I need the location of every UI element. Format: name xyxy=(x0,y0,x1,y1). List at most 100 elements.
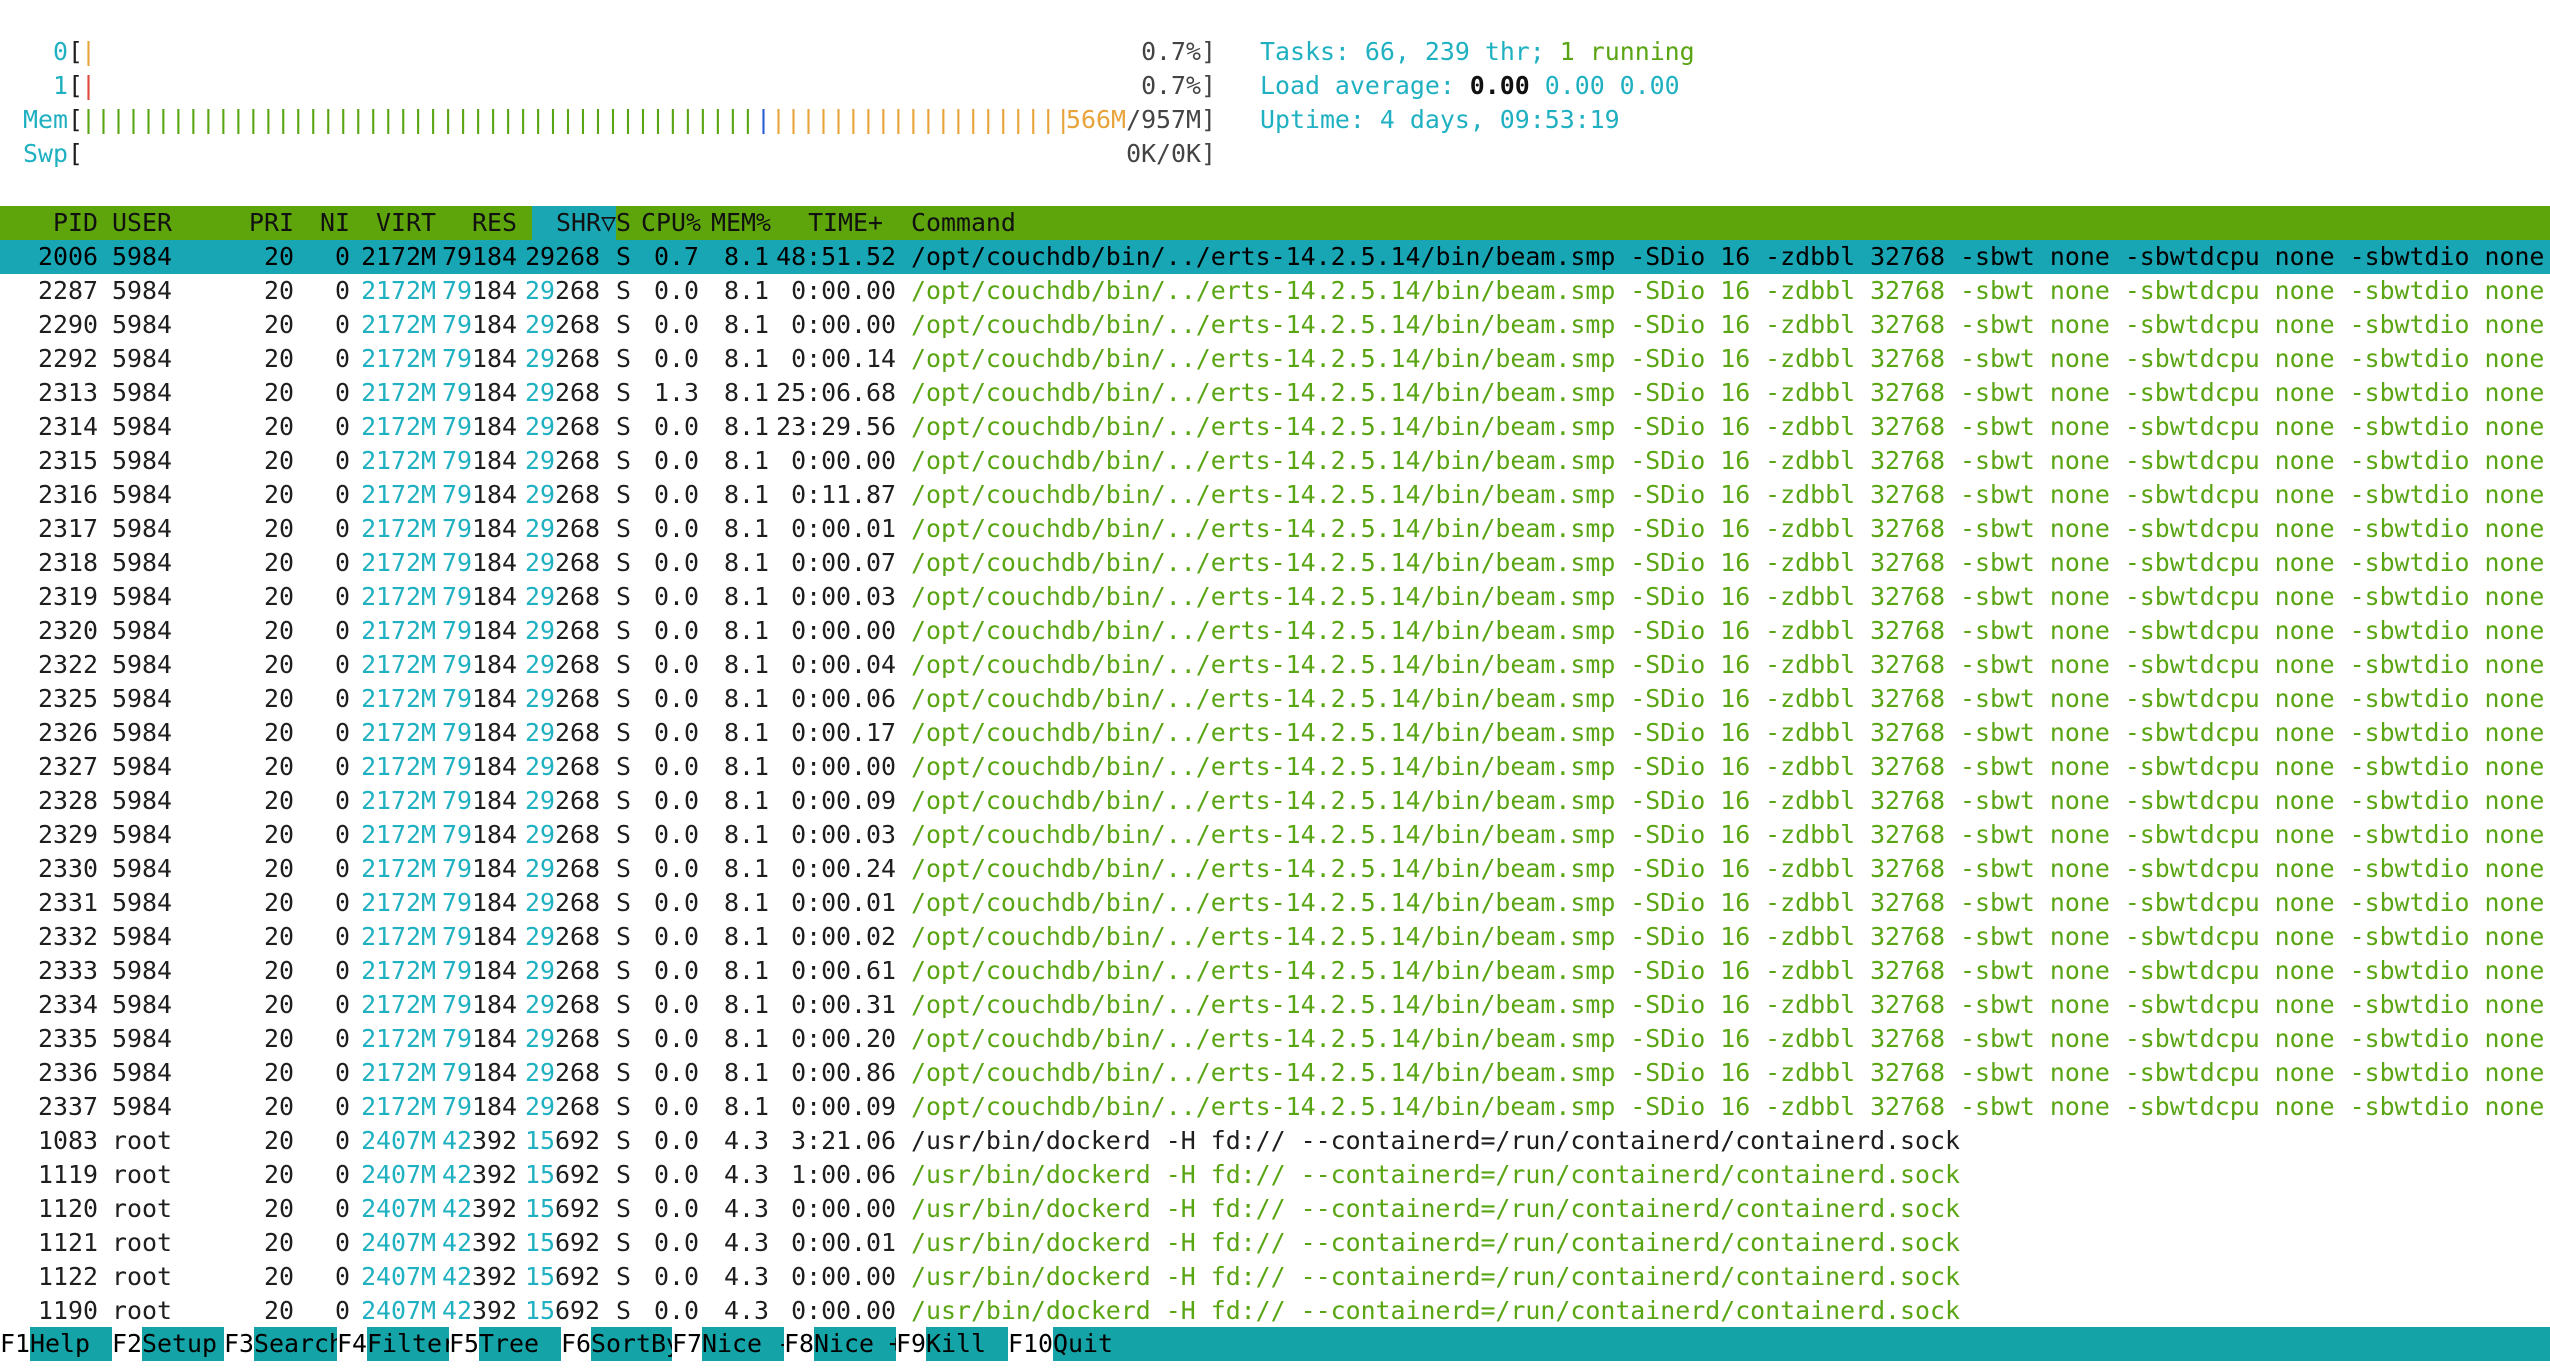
digits-low: 392 xyxy=(472,1262,517,1291)
column-header[interactable]: VIRT xyxy=(376,208,436,237)
function-label[interactable]: Setup xyxy=(142,1329,217,1358)
function-label[interactable]: Nice - xyxy=(702,1329,792,1358)
column-header[interactable]: USER xyxy=(112,208,172,237)
digits-high: 79 xyxy=(442,922,473,951)
process-row: 1119 root 20 0 2407M 42392 15692 S 0.0 4.3 1:00.06… xyxy=(0,1158,2550,1192)
time-cell: 0:00.06 xyxy=(791,684,896,713)
priority-cell: 20 xyxy=(264,1262,294,1291)
digits-high: 79 xyxy=(442,1058,473,1087)
function-label[interactable]: Filter xyxy=(367,1329,457,1358)
time-cell: 0:00.00 xyxy=(791,1194,896,1223)
digits-low: 184 xyxy=(472,786,517,815)
user-cell: 5984 xyxy=(112,446,172,475)
digits-high: 29 xyxy=(525,412,556,441)
time-cell: 0:00.31 xyxy=(791,990,896,1019)
state-cell: S xyxy=(616,514,631,543)
function-key[interactable]: F7 xyxy=(672,1327,702,1361)
digits-low: 692 xyxy=(555,1228,600,1257)
mem-cell: 8.1 xyxy=(724,752,769,781)
nice-cell: 0 xyxy=(335,1194,350,1223)
function-key[interactable]: F4 xyxy=(337,1327,367,1361)
column-header[interactable]: TIME+ xyxy=(808,208,883,237)
function-key[interactable]: F2 xyxy=(112,1327,142,1361)
command-cell: /usr/bin/dockerd -H fd:// --containerd=/… xyxy=(911,1296,1960,1325)
function-label[interactable]: Nice + xyxy=(814,1329,904,1358)
function-label[interactable]: Search xyxy=(254,1329,344,1358)
meter-label: 0 xyxy=(53,37,68,66)
column-header[interactable]: NI xyxy=(320,208,350,237)
digits-low: 268 xyxy=(555,1058,600,1087)
pid-cell: 2317 xyxy=(38,514,98,543)
shr-cell: 29268 xyxy=(525,614,600,648)
shr-cell: 29268 xyxy=(525,478,600,512)
cpu-cell: 0.0 xyxy=(654,888,699,917)
time-cell: 0:00.00 xyxy=(791,752,896,781)
function-key[interactable]: F8 xyxy=(784,1327,814,1361)
digits-low: 268 xyxy=(555,378,600,407)
time-cell: 0:00.14 xyxy=(791,344,896,373)
priority-cell: 20 xyxy=(264,514,294,543)
function-label[interactable]: SortBy xyxy=(591,1329,681,1358)
digits-high: 15 xyxy=(525,1194,556,1223)
function-label[interactable]: Quit xyxy=(1053,1329,1113,1358)
cpu-cell: 0.0 xyxy=(654,1092,699,1121)
pid-cell: 2314 xyxy=(38,412,98,441)
state-cell: S xyxy=(616,276,631,305)
cpu-meter: 0[| 0.7%] xyxy=(0,35,2550,69)
cpu-cell: 1.3 xyxy=(654,378,699,407)
digits-low: 184 xyxy=(472,752,517,781)
function-key[interactable]: F3 xyxy=(224,1327,254,1361)
digits-high: 79 xyxy=(442,854,473,883)
pid-cell: 2329 xyxy=(38,820,98,849)
column-header[interactable]: PRI xyxy=(249,208,294,237)
command-cell: /opt/couchdb/bin/../erts-14.2.5.14/bin/b… xyxy=(911,616,2550,645)
function-key[interactable]: F6 xyxy=(561,1327,591,1361)
priority-cell: 20 xyxy=(264,1092,294,1121)
column-header[interactable]: S xyxy=(616,208,631,237)
command-cell: /usr/bin/dockerd -H fd:// --containerd=/… xyxy=(911,1126,1960,1155)
column-header[interactable]: RES xyxy=(472,208,517,237)
column-header[interactable]: SHR▽ xyxy=(556,208,616,237)
res-cell: 79184 xyxy=(442,682,517,716)
nice-cell: 0 xyxy=(335,1160,350,1189)
function-key[interactable]: F5 xyxy=(449,1327,479,1361)
digits-high: 79 xyxy=(442,956,473,985)
command-cell: /opt/couchdb/bin/../erts-14.2.5.14/bin/b… xyxy=(911,276,2550,305)
column-header[interactable]: PID xyxy=(53,208,98,237)
time-cell: 0:00.09 xyxy=(791,1092,896,1121)
user-cell: 5984 xyxy=(112,922,172,951)
command-cell: /opt/couchdb/bin/../erts-14.2.5.14/bin/b… xyxy=(911,752,2550,781)
digits-high: 29 xyxy=(525,548,556,577)
function-label[interactable]: Kill xyxy=(926,1329,986,1358)
digits-low: 268 xyxy=(555,1024,600,1053)
function-label[interactable]: Tree xyxy=(479,1329,539,1358)
mem-cell: 8.1 xyxy=(724,378,769,407)
function-label[interactable]: Help xyxy=(30,1329,90,1358)
mem-cell: 8.1 xyxy=(724,344,769,373)
state-cell: S xyxy=(616,888,631,917)
mem-cell: 8.1 xyxy=(724,616,769,645)
info-segment: running xyxy=(1574,37,1695,66)
pid-cell: 2292 xyxy=(38,344,98,373)
cpu-cell: 0.0 xyxy=(654,684,699,713)
digits-high: 79 xyxy=(442,412,473,441)
mem-cell: 8.1 xyxy=(724,1092,769,1121)
command-cell: /usr/bin/dockerd -H fd:// --containerd=/… xyxy=(911,1262,1960,1291)
user-cell: 5984 xyxy=(112,1024,172,1053)
column-header[interactable]: Command xyxy=(911,208,1016,237)
column-header[interactable]: CPU% xyxy=(641,208,701,237)
shr-cell: 29268 xyxy=(525,410,600,444)
pid-cell: 2290 xyxy=(38,310,98,339)
state-cell: S xyxy=(616,616,631,645)
function-key[interactable]: F10 xyxy=(1008,1327,1053,1361)
res-cell: 42392 xyxy=(442,1124,517,1158)
function-key[interactable]: F1 xyxy=(0,1327,30,1361)
virt-cell: 2407M xyxy=(361,1194,436,1223)
function-key[interactable]: F9 xyxy=(896,1327,926,1361)
virt-cell: 2172M xyxy=(361,378,436,407)
cpu-cell: 0.0 xyxy=(654,344,699,373)
column-header[interactable]: MEM% xyxy=(711,208,771,237)
digits-high: 29 xyxy=(525,378,556,407)
priority-cell: 20 xyxy=(264,922,294,951)
virt-cell: 2172M xyxy=(361,1024,436,1053)
